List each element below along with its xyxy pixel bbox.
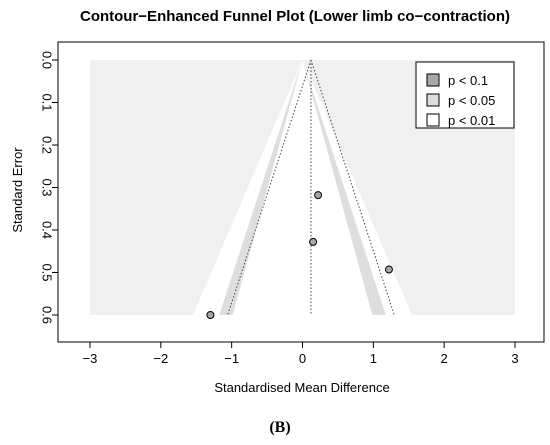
study-point [206,311,215,319]
x-tick-label: −2 [153,351,168,366]
legend-swatch [426,73,440,87]
chart-title: Contour−Enhanced Funnel Plot (Lower limb… [80,8,510,25]
figure-caption: (B) [269,419,290,436]
legend-label: p < 0.01 [448,113,495,128]
y-axis-label: Standard Error [10,147,25,233]
y-tick-label: 0.5 [40,263,55,281]
y-tick-label: 0.6 [40,306,55,324]
legend-label: p < 0.05 [448,93,495,108]
x-axis-label: Standardised Mean Difference [214,380,389,395]
pseudo-ci-line-1 [227,59,312,316]
x-tick-label: 3 [511,351,518,366]
study-points [206,191,393,319]
legend-swatch [426,113,440,127]
pseudo-ci-line-2 [310,59,395,316]
y-axis: 0.0 0.1 0.2 0.3 0.4 0.5 0.6 [40,51,59,324]
x-axis: −3 −2 −1 0 1 2 3 [83,341,519,366]
x-tick-label: −1 [224,351,239,366]
y-tick-label: 0.0 [40,51,55,69]
nonsignificant-region [232,60,373,315]
legend-swatch [426,93,440,107]
y-tick-label: 0.4 [40,221,55,239]
y-tick-label: 0.3 [40,178,55,196]
y-tick-label: 0.1 [40,93,55,111]
x-tick-label: 0 [299,351,306,366]
legend-label: p < 0.1 [448,73,488,88]
x-tick-label: 1 [370,351,377,366]
reference-lines [227,59,395,316]
legend: p < 0.1 p < 0.05 p < 0.01 [415,61,515,129]
study-point [314,191,323,200]
x-tick-label: −3 [83,351,98,366]
study-point [384,265,393,274]
study-point [309,237,318,246]
y-tick-label: 0.2 [40,136,55,154]
x-tick-label: 2 [441,351,448,366]
